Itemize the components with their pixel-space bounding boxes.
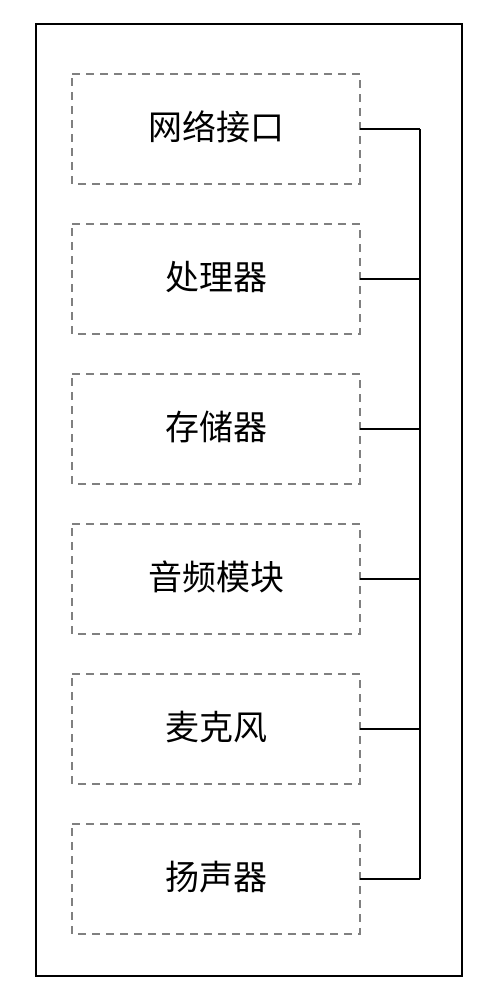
block-label-mic: 麦克风 bbox=[165, 710, 267, 748]
block-label-cpu: 处理器 bbox=[165, 261, 267, 298]
block-label-audio: 音频模块 bbox=[148, 560, 284, 598]
block-label-net: 网络接口 bbox=[148, 110, 284, 148]
block-label-spk: 扬声器 bbox=[165, 860, 267, 898]
block-label-mem: 存储器 bbox=[165, 410, 267, 448]
system-block-diagram: 网络接口处理器存储器音频模块麦克风扬声器 bbox=[0, 0, 500, 1000]
